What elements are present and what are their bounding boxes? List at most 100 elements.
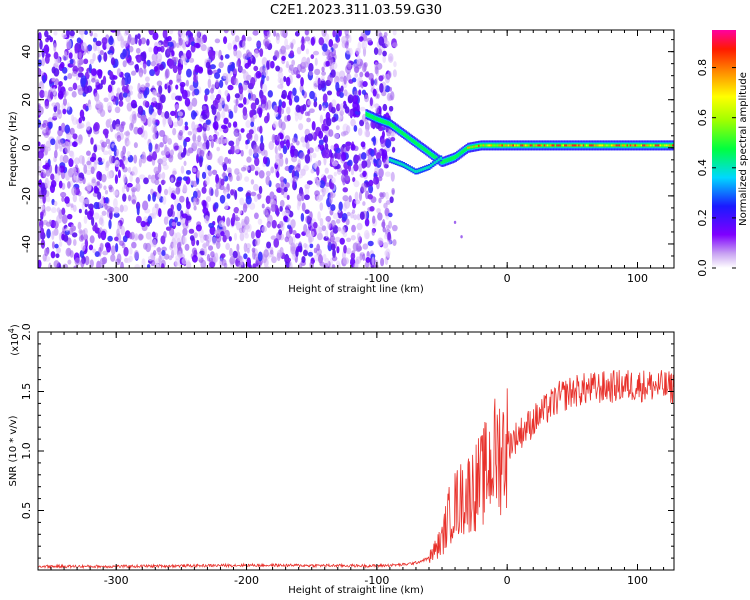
- heatmap-cell: [84, 30, 88, 35]
- heatmap-cell: [120, 261, 124, 268]
- heatmap-cell: [373, 47, 379, 56]
- heatmap-cell: [396, 127, 400, 132]
- heatmap-cell: [335, 218, 341, 224]
- heatmap-cell: [90, 68, 97, 77]
- heatmap-cell: [133, 250, 140, 260]
- heatmap-cell: [327, 219, 331, 230]
- top-x-axis: -300 -200 -100 0 100: [50, 30, 665, 285]
- heatmap-cell: [182, 183, 187, 194]
- heatmap-cell: [62, 234, 69, 242]
- heatmap-cell: [270, 60, 275, 69]
- heatmap-cell: [361, 160, 366, 169]
- heatmap-cell: [192, 190, 198, 199]
- heatmap-cell: [148, 30, 155, 36]
- heatmap-cell: [304, 111, 309, 117]
- heatmap-cell: [129, 90, 133, 96]
- heatmap-cell: [385, 248, 391, 258]
- heatmap-cell: [135, 63, 140, 73]
- heatmap-cell: [371, 256, 375, 266]
- heatmap-cell: [60, 61, 65, 69]
- heatmap-cell: [574, 144, 578, 147]
- heatmap-cell: [121, 152, 126, 163]
- heatmap-cell: [228, 236, 232, 242]
- heatmap-cell: [377, 212, 383, 221]
- heatmap-cell: [657, 144, 661, 147]
- heatmap-cell: [234, 214, 239, 222]
- heatmap-cell: [219, 194, 226, 204]
- heatmap-cell: [362, 201, 366, 206]
- heatmap-cell: [331, 116, 337, 123]
- heatmap-cell: [363, 62, 367, 72]
- x-tick-label: 0: [504, 272, 511, 285]
- heatmap-cell: [51, 102, 57, 107]
- heatmap-cell: [390, 136, 396, 142]
- heatmap-cell: [163, 253, 170, 260]
- heatmap-cell: [233, 104, 238, 114]
- heatmap-cell: [219, 257, 224, 268]
- heatmap-cell: [209, 64, 216, 70]
- heatmap-cell: [545, 144, 548, 147]
- heatmap-cell: [223, 262, 228, 268]
- heatmap-cell: [261, 203, 265, 209]
- heatmap-cell: [585, 144, 589, 147]
- heatmap-cell: [307, 99, 312, 106]
- heatmap-cell: [567, 144, 570, 147]
- heatmap-cell: [565, 144, 569, 147]
- heatmap-cell: [415, 141, 418, 146]
- heatmap-cell: [208, 222, 215, 229]
- heatmap-cell: [269, 249, 274, 255]
- heatmap-cell: [562, 144, 565, 147]
- heatmap-cell: [38, 141, 41, 147]
- heatmap-cell: [174, 95, 181, 101]
- heatmap-cell: [531, 144, 534, 147]
- heatmap-cell: [137, 82, 141, 93]
- heatmap-cell: [186, 68, 192, 78]
- heatmap-cell: [653, 144, 656, 147]
- heatmap-cell: [532, 144, 536, 147]
- heatmap-cell: [137, 33, 141, 40]
- heatmap-cell: [380, 138, 386, 148]
- heatmap-cell: [89, 208, 94, 217]
- heatmap-cell: [270, 166, 275, 174]
- heatmap-cell: [182, 42, 187, 50]
- heatmap-cell: [92, 248, 97, 254]
- heatmap-cell: [293, 95, 300, 103]
- heatmap-cell: [152, 238, 157, 248]
- heatmap-cell: [290, 242, 296, 252]
- heatmap-cell: [150, 259, 156, 267]
- top-y-axis: -40 -20 0 20 40: [20, 39, 674, 269]
- heatmap-cell: [582, 144, 586, 147]
- heatmap-cell: [327, 74, 333, 84]
- heatmap-cell: [429, 151, 432, 156]
- heatmap-cell: [506, 144, 509, 147]
- heatmap-cell: [79, 249, 85, 259]
- heatmap-cell: [273, 237, 280, 248]
- heatmap-cell: [351, 224, 356, 233]
- heatmap-cell: [606, 144, 609, 147]
- heatmap-cell: [273, 30, 277, 37]
- heatmap-cell: [421, 145, 425, 150]
- heatmap-cell: [191, 254, 198, 263]
- heatmap-cell: [346, 211, 351, 217]
- heatmap-cell: [523, 144, 526, 147]
- heatmap-cell: [359, 211, 365, 221]
- heatmap-cell: [98, 217, 104, 225]
- heatmap-cell: [50, 173, 55, 181]
- heatmap-cell: [380, 192, 385, 200]
- heatmap-cell: [71, 167, 77, 174]
- heatmap-cell: [413, 140, 417, 145]
- heatmap-cell: [281, 89, 288, 100]
- heatmap-cell: [58, 80, 63, 87]
- heatmap-cell: [226, 193, 231, 199]
- heatmap-cell: [361, 89, 367, 95]
- heatmap-cell: [207, 165, 212, 171]
- heatmap-cell: [390, 171, 395, 182]
- heatmap-cell: [254, 166, 261, 172]
- heatmap-cell: [601, 144, 604, 147]
- heatmap-cell: [176, 202, 182, 212]
- heatmap-cell: [113, 198, 118, 208]
- heatmap-cell: [110, 245, 116, 256]
- heatmap-cell: [197, 37, 204, 45]
- heatmap-cell: [332, 213, 339, 220]
- heatmap-cell: [127, 60, 135, 66]
